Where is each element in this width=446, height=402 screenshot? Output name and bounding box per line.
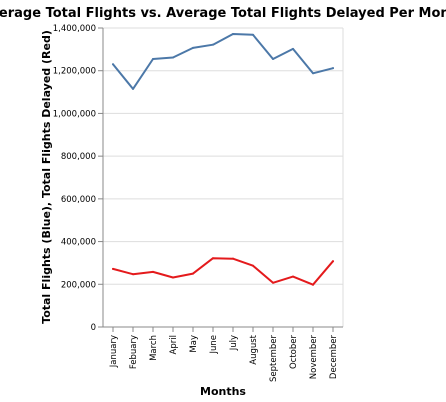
x-tick-label: December: [329, 334, 339, 379]
y-tick-label: 1,000,000: [53, 109, 96, 119]
x-tick-label: July: [229, 335, 239, 351]
x-tick-label: April: [169, 335, 179, 354]
y-tick-label: 400,000: [61, 238, 96, 248]
y-tick-label: 800,000: [61, 152, 96, 162]
total-flights-point: [232, 32, 234, 35]
delayed-flights-point: [192, 272, 194, 275]
total-flights-point: [152, 57, 154, 60]
total-flights-point: [272, 57, 274, 60]
total-flights-point: [252, 33, 254, 36]
x-tick-label: November: [309, 334, 319, 379]
delayed-flights-point: [332, 260, 334, 263]
delayed-flights-point: [132, 273, 134, 276]
y-tick-label: 200,000: [61, 280, 96, 290]
x-tick-label: May: [189, 335, 199, 353]
series-lines: [112, 32, 334, 286]
delayed-flights-point: [292, 275, 294, 278]
x-tick-label: January: [109, 335, 119, 368]
x-tick-label: October: [289, 335, 299, 370]
gridlines: [103, 27, 344, 328]
y-tick-label: 0: [91, 323, 96, 333]
total-flights-point: [172, 56, 174, 59]
y-axis-title: Total Flights (Blue), Total Flights Dela…: [40, 30, 53, 324]
x-tick-label: August: [249, 334, 259, 364]
axes: 0 200,000 400,000 600,000 800,000 1,000,000 1,…: [53, 24, 343, 382]
delayed-flights-point: [112, 267, 114, 270]
x-tick-label: June: [209, 335, 219, 355]
x-axis-title: Months: [200, 385, 246, 398]
delayed-flights-point: [232, 257, 234, 260]
total-flights-line: [112, 33, 334, 90]
total-flights-point: [212, 43, 214, 46]
total-flights-point: [292, 47, 294, 50]
total-flights-point: [192, 46, 194, 49]
x-tick-label: March: [149, 335, 159, 361]
x-tick-label: September: [269, 334, 279, 381]
y-tick-label: 600,000: [61, 195, 96, 205]
total-flights-point: [112, 63, 114, 66]
delayed-flights-point: [272, 281, 274, 284]
y-tick-label: 1,200,000: [53, 67, 96, 77]
chart-title: Average Total Flights vs. Average Total …: [0, 6, 446, 21]
delayed-flights-point: [152, 270, 154, 273]
delayed-flights-point: [312, 283, 314, 286]
delayed-flights-point: [172, 276, 174, 279]
total-flights-point: [132, 87, 134, 90]
total-flights-point: [312, 72, 314, 75]
x-tick-label: Febuary: [129, 335, 139, 369]
delayed-flights-point: [252, 264, 254, 267]
total-flights-point: [332, 67, 334, 70]
delayed-flights-line: [112, 257, 334, 286]
delayed-flights-point: [212, 257, 214, 260]
y-tick-label: 1,400,000: [53, 24, 96, 34]
